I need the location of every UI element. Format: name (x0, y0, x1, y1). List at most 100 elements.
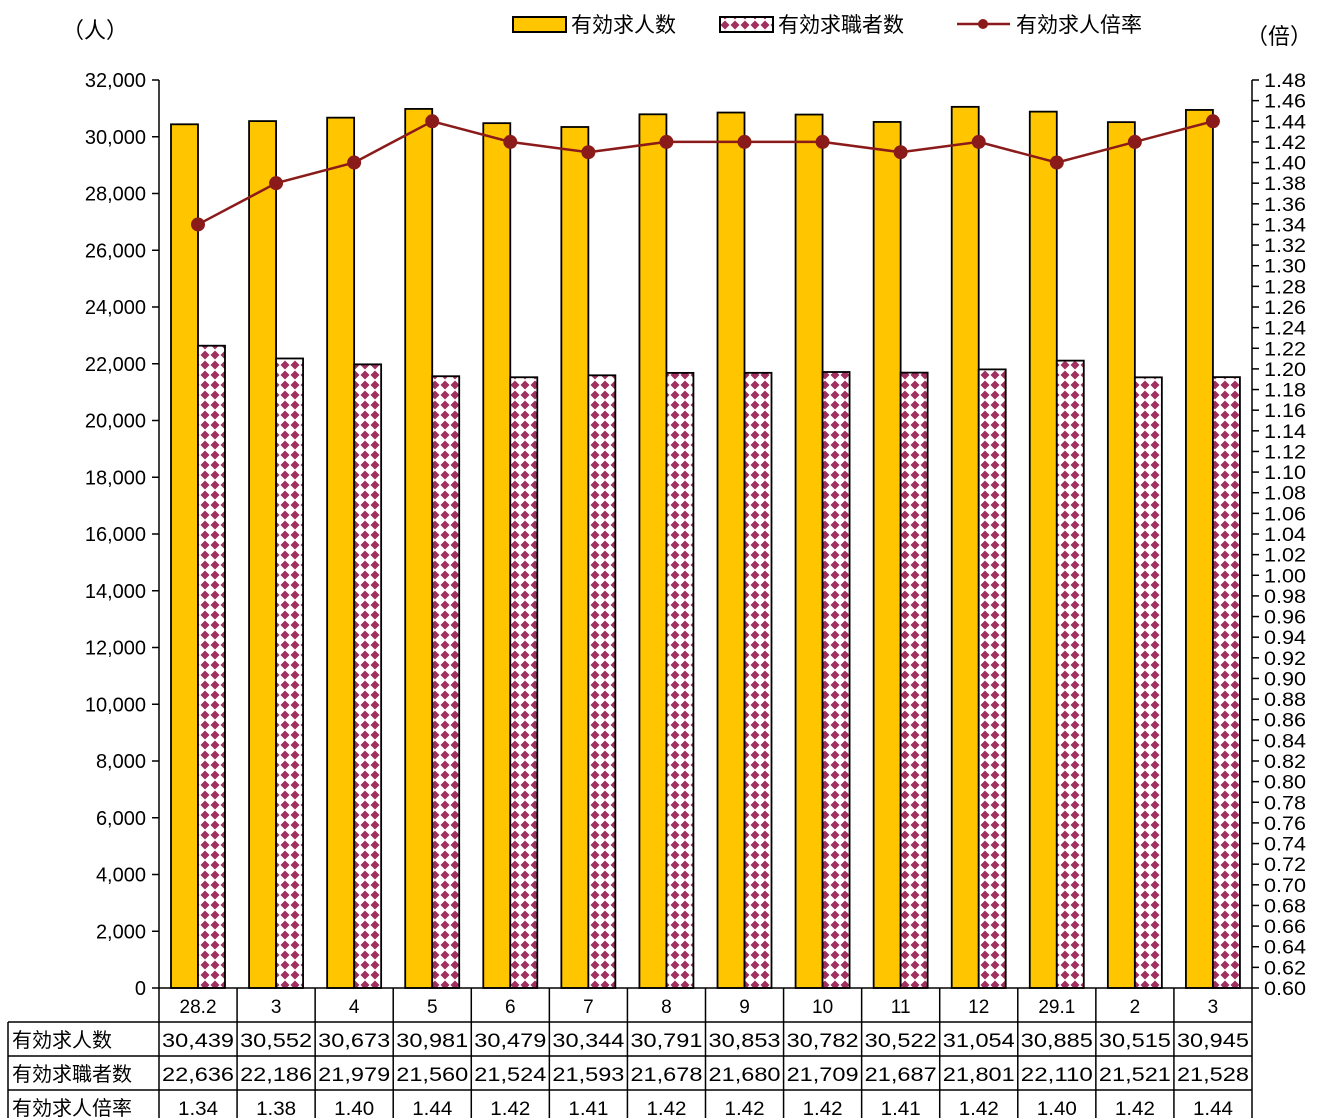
right-tick-label: 1.02 (1264, 546, 1306, 567)
table-cell: 21,560 (396, 1065, 468, 1086)
job-seekers-bar (1055, 359, 1085, 989)
right-tick-label: 0.94 (1264, 628, 1306, 649)
table-cell: 30,782 (787, 1031, 859, 1052)
table-cell: 1.41 (568, 1099, 608, 1118)
job-seekers-bar (1212, 376, 1241, 989)
category-label: 3 (271, 997, 282, 1018)
table-cell: 30,673 (318, 1031, 390, 1052)
left-tick-label: 32,000 (85, 70, 146, 92)
job-openings-bar (638, 113, 668, 989)
ratio-point (1205, 114, 1220, 129)
table-cell: 1.40 (1037, 1099, 1077, 1118)
job-seekers-bar (509, 376, 539, 989)
ratio-point (971, 134, 986, 149)
table-cell: 30,344 (552, 1031, 625, 1052)
legend-swatch-ratio-marker (978, 19, 988, 29)
ratio-point (425, 114, 440, 129)
ratio-point (347, 155, 362, 170)
ratio-point (659, 134, 674, 149)
right-tick-label: 0.64 (1264, 938, 1306, 959)
job-openings-bar (560, 126, 590, 989)
right-tick-label: 1.12 (1264, 442, 1306, 463)
table-cell: 30,515 (1099, 1031, 1171, 1052)
ratio-polyline (197, 119, 1214, 226)
job-openings-bar (170, 123, 199, 989)
table-cell: 1.42 (959, 1099, 999, 1118)
job-seekers-bar (899, 371, 929, 989)
table-cell: 30,885 (1021, 1031, 1093, 1052)
right-tick-label: 1.38 (1264, 174, 1306, 195)
right-tick-label: 1.40 (1264, 154, 1306, 175)
category-label: 7 (583, 997, 594, 1018)
table-cell: 1.41 (881, 1099, 921, 1118)
left-tick-label: 16,000 (85, 524, 146, 546)
job-openings-bar (404, 108, 434, 989)
left-axis-ticks: 0 2,000 4,000 6,000 8,000 10,000 12,000 14,000 1… (85, 70, 159, 1000)
right-tick-label: 1.04 (1264, 525, 1306, 546)
right-tick-label: 1.16 (1264, 401, 1306, 422)
table-cell: 21,979 (318, 1065, 390, 1086)
job-seekers-bar (743, 371, 773, 989)
job-openings-bar (248, 120, 277, 989)
table-cell: 30,439 (162, 1031, 234, 1052)
table-cell: 21,680 (709, 1065, 781, 1086)
table-cell: 31,054 (943, 1031, 1016, 1052)
category-label: 2 (1130, 997, 1141, 1018)
left-tick-label: 4,000 (96, 865, 146, 887)
category-label: 6 (505, 997, 516, 1018)
table-cell: 1.34 (178, 1099, 218, 1118)
category-label: 28.2 (180, 997, 217, 1018)
right-tick-label: 0.84 (1264, 731, 1306, 752)
left-tick-label: 20,000 (85, 411, 146, 433)
job-openings-bar (482, 122, 512, 989)
job-seekers-bar (587, 374, 617, 989)
table-row-header: 有効求人倍率 (12, 1097, 132, 1118)
right-axis-unit: （倍） (1246, 24, 1312, 49)
table-cell: 21,709 (787, 1065, 859, 1086)
table-cell: 1.38 (256, 1099, 296, 1118)
table-cell: 30,945 (1177, 1031, 1249, 1052)
right-tick-label: 0.62 (1264, 958, 1306, 979)
right-tick-label: 1.32 (1264, 236, 1306, 257)
data-table: 28.2 3 4 5 6 7 8 9 10 11 12 29.1 2 3 有効求人数 30,439 30,552… (7, 987, 1253, 1118)
right-tick-label: 1.34 (1264, 215, 1306, 236)
job-openings-bar (326, 116, 356, 989)
axes (158, 80, 1253, 988)
table-cell: 22,110 (1021, 1065, 1093, 1086)
legend-label-job-openings: 有効求人数 (571, 14, 676, 37)
right-tick-label: 1.08 (1264, 484, 1306, 505)
job-seekers-bar (977, 368, 1007, 989)
job-openings-bar (1028, 110, 1058, 989)
table-cell: 1.42 (646, 1099, 686, 1118)
right-tick-label: 1.26 (1264, 298, 1306, 319)
category-label: 5 (427, 997, 438, 1018)
table-cell: 22,636 (162, 1065, 234, 1086)
table-cell: 21,528 (1177, 1065, 1249, 1086)
left-tick-label: 24,000 (85, 297, 146, 319)
right-tick-label: 0.98 (1264, 587, 1306, 608)
category-label: 12 (968, 997, 989, 1018)
right-tick-label: 1.20 (1264, 360, 1306, 381)
right-tick-label: 0.90 (1264, 669, 1306, 690)
left-tick-label: 6,000 (96, 808, 146, 830)
right-tick-label: 1.44 (1264, 112, 1306, 133)
left-axis-unit: （人） (62, 18, 128, 43)
job-openings-bar (872, 121, 902, 989)
right-tick-label: 1.24 (1264, 319, 1306, 340)
job-seekers-bar (197, 344, 226, 989)
job-openings-bar (716, 111, 746, 989)
right-tick-label: 1.18 (1264, 381, 1306, 402)
right-tick-label: 1.00 (1264, 566, 1306, 587)
job-seekers-bar (353, 363, 383, 989)
table-row-header: 有効求人数 (12, 1029, 112, 1052)
job-seekers-bar (431, 375, 461, 989)
left-tick-label: 2,000 (96, 921, 146, 943)
job-seekers-bar (821, 371, 851, 989)
right-axis-ticks: 0.600.620.640.660.680.700.720.740.760.78… (1252, 71, 1306, 1000)
right-tick-label: 0.72 (1264, 855, 1306, 876)
ratio-line-series (191, 114, 1220, 232)
left-tick-label: 22,000 (85, 354, 146, 376)
category-label: 3 (1208, 997, 1219, 1018)
table-cell: 30,853 (709, 1031, 781, 1052)
right-tick-label: 1.48 (1264, 71, 1306, 92)
